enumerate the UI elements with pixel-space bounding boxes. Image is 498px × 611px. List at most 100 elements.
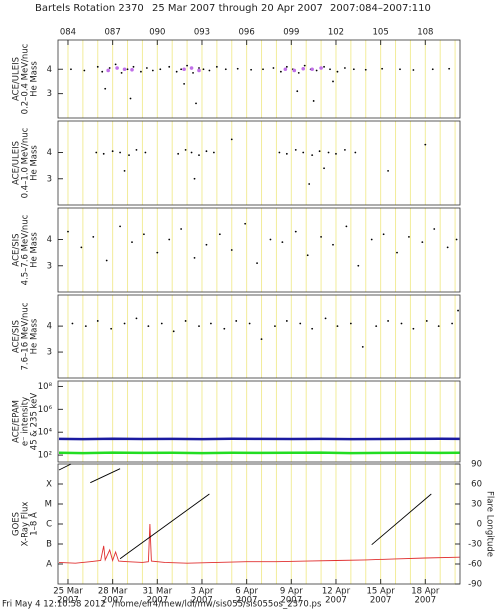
- data-point: [83, 69, 86, 72]
- data-point: [208, 69, 211, 72]
- bottom-tick-year: 2007: [236, 596, 258, 606]
- data-point: [70, 68, 72, 71]
- data-point: [92, 235, 95, 238]
- y2-axis-title: Flare Longitude: [485, 491, 495, 557]
- bottom-tick-year: 2007: [325, 596, 347, 606]
- data-point: [433, 228, 436, 230]
- y2-tick-label: 0: [477, 520, 482, 530]
- data-point: [147, 325, 150, 328]
- data-point: [175, 70, 178, 73]
- y-tick-label: M: [45, 500, 52, 510]
- data-point: [425, 320, 428, 322]
- data-point: [437, 325, 440, 328]
- data-point: [269, 238, 272, 241]
- data-point: [274, 325, 276, 328]
- y-axis-title: ACE/EPAM: [12, 400, 22, 443]
- data-point: [156, 251, 159, 254]
- data-point: [205, 243, 208, 246]
- data-point: [218, 233, 221, 236]
- bottom-tick-year: 2007: [280, 596, 302, 606]
- y-tick-label: 3: [47, 261, 52, 271]
- panel-frame: [57, 207, 461, 293]
- data-point: [248, 322, 251, 325]
- data-point: [151, 69, 154, 72]
- y-tick-label: 10⁸: [38, 382, 53, 392]
- data-point: [446, 246, 449, 249]
- data-point: [160, 322, 163, 325]
- bottom-tick-year: 2007: [414, 596, 436, 606]
- data-point: [130, 67, 134, 72]
- y-tick-label: 4: [47, 65, 52, 75]
- data-point: [205, 150, 208, 153]
- data-point: [400, 322, 403, 325]
- data-point: [336, 70, 339, 73]
- data-point: [202, 68, 205, 71]
- y-axis-title: GOES: [12, 512, 22, 536]
- data-point: [131, 241, 133, 244]
- data-point: [455, 238, 458, 241]
- data-point: [421, 241, 424, 244]
- data-point: [122, 67, 127, 72]
- data-point: [250, 68, 253, 71]
- data-point: [357, 264, 360, 267]
- bottom-tick-year: 2007: [102, 596, 124, 606]
- data-point: [230, 249, 233, 251]
- data-point: [319, 66, 323, 70]
- data-point: [260, 338, 263, 340]
- top-tick-label: 105: [373, 28, 389, 38]
- data-point: [311, 327, 314, 330]
- data-point: [361, 345, 364, 348]
- top-tick-label: 096: [239, 28, 255, 38]
- bottom-tick-label: 25 Mar: [53, 587, 83, 597]
- data-point: [198, 67, 200, 69]
- data-point: [431, 68, 434, 71]
- data-point: [332, 80, 334, 83]
- y-axis-title: He Mass: [30, 318, 40, 354]
- data-point: [296, 90, 299, 93]
- y-tick-label: A: [46, 560, 52, 570]
- y-axis-title: X-Ray Flux: [21, 502, 31, 547]
- data-point: [189, 66, 194, 70]
- data-point: [281, 241, 284, 244]
- data-point: [135, 317, 138, 320]
- data-point: [344, 148, 346, 151]
- data-point: [67, 230, 69, 233]
- y-tick-label: 4: [47, 322, 52, 332]
- y-axis-title: ACE/ULEIS: [12, 57, 22, 101]
- panel-frame: [57, 39, 461, 119]
- data-point: [198, 325, 200, 328]
- data-point: [285, 320, 288, 322]
- y-tick-label: 10⁶: [38, 405, 53, 415]
- y-axis-title: 4.5–7.6 MeV/nuc: [21, 214, 31, 285]
- data-point: [323, 167, 325, 170]
- data-point: [172, 330, 175, 333]
- data-point: [71, 322, 74, 325]
- y-axis-title: 1–8 Å: [28, 512, 40, 536]
- bottom-tick-label: 12 Apr: [322, 587, 351, 597]
- bottom-tick-year: 2007: [57, 596, 79, 606]
- data-point: [302, 151, 305, 154]
- bottom-tick-label: 3 Apr: [191, 587, 214, 597]
- y-axis-title: ACE/SIS: [12, 233, 22, 266]
- y-tick-label: C: [46, 520, 52, 530]
- data-point: [285, 152, 288, 155]
- data-point: [256, 262, 258, 265]
- data-line: [58, 523, 460, 564]
- y2-tick-label: -90: [468, 580, 482, 590]
- header-doy: 2007:084–2007:110: [330, 3, 431, 14]
- bottom-tick-year: 2007: [191, 596, 213, 606]
- data-point: [336, 325, 339, 328]
- data-point: [354, 151, 357, 154]
- data-point: [387, 320, 389, 322]
- bottom-tick-label: 9 Apr: [280, 587, 303, 597]
- header-dates: 25 Mar 2007 through 20 Apr 2007: [152, 3, 323, 14]
- data-point: [294, 148, 297, 151]
- data-point: [335, 152, 337, 155]
- bottom-tick-label: 6 Apr: [235, 587, 258, 597]
- y-axis-title: He Mass: [30, 145, 40, 181]
- data-point: [299, 322, 302, 325]
- data-point: [182, 67, 186, 72]
- data-point: [303, 64, 306, 67]
- data-point: [111, 150, 114, 153]
